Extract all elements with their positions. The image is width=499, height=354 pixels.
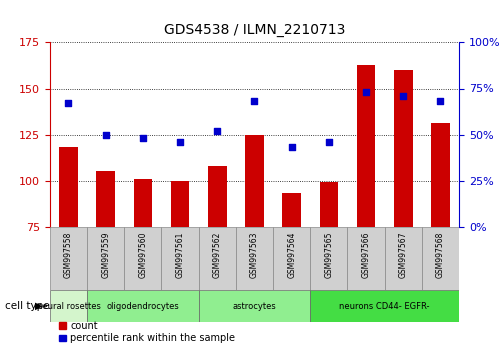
- Point: [437, 98, 445, 104]
- Bar: [357, 64, 375, 227]
- Title: GDS4538 / ILMN_2210713: GDS4538 / ILMN_2210713: [164, 23, 345, 37]
- Text: oligodendrocytes: oligodendrocytes: [106, 302, 179, 311]
- Bar: [431, 124, 450, 227]
- Bar: [171, 181, 190, 227]
- Point: [176, 139, 184, 145]
- Text: GSM997564: GSM997564: [287, 232, 296, 278]
- Bar: [422, 227, 459, 290]
- Bar: [50, 290, 87, 322]
- Text: ▶: ▶: [35, 301, 42, 311]
- Bar: [385, 227, 422, 290]
- Text: GSM997566: GSM997566: [362, 232, 371, 278]
- Bar: [59, 147, 78, 227]
- Text: GSM997565: GSM997565: [324, 232, 333, 278]
- Bar: [236, 227, 273, 290]
- Text: GSM997568: GSM997568: [436, 232, 445, 278]
- Text: GSM997558: GSM997558: [64, 232, 73, 278]
- Bar: [162, 227, 199, 290]
- Point: [64, 101, 72, 106]
- Bar: [394, 70, 413, 227]
- Bar: [310, 227, 347, 290]
- Bar: [124, 227, 162, 290]
- Point: [325, 139, 333, 145]
- Bar: [199, 290, 310, 322]
- Text: GSM997563: GSM997563: [250, 232, 259, 278]
- Point: [213, 128, 221, 134]
- Text: GSM997559: GSM997559: [101, 232, 110, 278]
- Text: cell type: cell type: [5, 301, 49, 311]
- Text: GSM997560: GSM997560: [138, 232, 147, 278]
- Point: [139, 135, 147, 141]
- Text: neurons CD44- EGFR-: neurons CD44- EGFR-: [339, 302, 430, 311]
- Bar: [199, 227, 236, 290]
- Bar: [87, 227, 124, 290]
- Bar: [347, 227, 385, 290]
- Point: [399, 93, 407, 99]
- Point: [102, 132, 110, 137]
- Bar: [273, 227, 310, 290]
- Bar: [282, 193, 301, 227]
- Point: [362, 89, 370, 95]
- Bar: [134, 179, 152, 227]
- Bar: [310, 290, 459, 322]
- Text: GSM997562: GSM997562: [213, 232, 222, 278]
- Text: GSM997567: GSM997567: [399, 232, 408, 278]
- Text: GSM997561: GSM997561: [176, 232, 185, 278]
- Text: astrocytes: astrocytes: [233, 302, 276, 311]
- Point: [288, 144, 296, 150]
- Bar: [319, 182, 338, 227]
- Bar: [208, 166, 227, 227]
- Bar: [50, 227, 87, 290]
- Legend: count, percentile rank within the sample: count, percentile rank within the sample: [55, 317, 239, 347]
- Bar: [96, 171, 115, 227]
- Point: [250, 98, 258, 104]
- Bar: [245, 135, 264, 227]
- Text: neural rosettes: neural rosettes: [36, 302, 100, 311]
- Bar: [87, 290, 199, 322]
